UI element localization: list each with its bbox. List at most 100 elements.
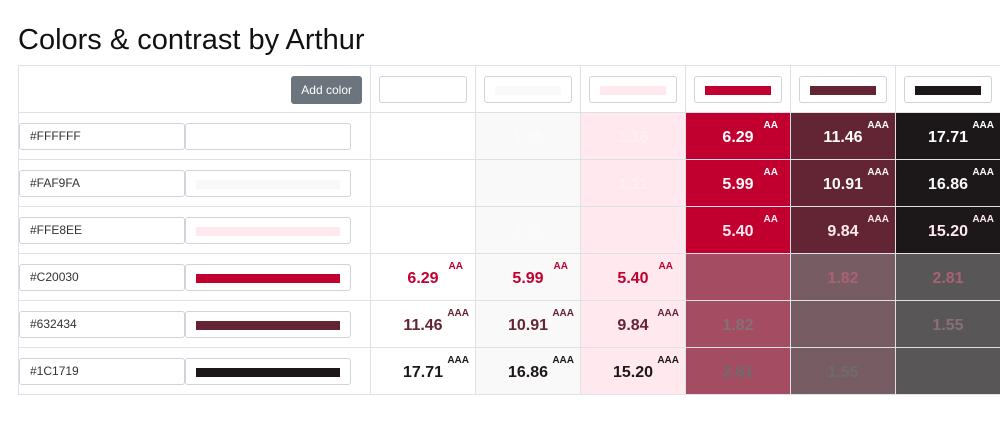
- contrast-ratio: 1.82: [827, 270, 859, 287]
- contrast-cell: 15.20 AAA: [895, 206, 1000, 254]
- contrast-ratio: 6.29: [407, 270, 439, 287]
- contrast-ratio: 5.99: [512, 270, 544, 287]
- row-header: [18, 347, 371, 395]
- column-header-ffe8ee: [580, 65, 686, 113]
- contrast-cell: 15.20 AAA: [580, 347, 686, 395]
- contrast-cell: 1.16: [580, 112, 686, 160]
- wcag-badge: AA: [448, 261, 463, 272]
- column-header-c20030: [685, 65, 791, 113]
- column-header-1c1719: [895, 65, 1000, 113]
- contrast-cell: 1.55: [895, 300, 1000, 348]
- column-swatch-picker[interactable]: [904, 75, 992, 103]
- row-header: [18, 159, 371, 207]
- column-swatch-picker[interactable]: [379, 75, 467, 103]
- contrast-ratio: 6.29: [722, 129, 754, 146]
- contrast-cell: [370, 112, 476, 160]
- wcag-badge: AA: [553, 261, 568, 272]
- row-swatch-picker[interactable]: [185, 122, 351, 150]
- contrast-cell: 9.84 AAA: [790, 206, 896, 254]
- row-swatch-picker[interactable]: [185, 169, 351, 197]
- row-swatch-picker[interactable]: [185, 357, 351, 385]
- row-swatch-picker[interactable]: [185, 263, 351, 291]
- wcag-badge: AAA: [972, 120, 994, 131]
- hex-input[interactable]: [19, 122, 185, 150]
- hex-input[interactable]: [19, 310, 185, 338]
- corner-cell: Add color: [18, 65, 371, 113]
- color-swatch: [196, 320, 340, 330]
- add-color-button[interactable]: Add color: [291, 76, 362, 104]
- row-swatch-picker[interactable]: [185, 310, 351, 338]
- contrast-ratio: 11.46: [823, 129, 863, 146]
- wcag-badge: AAA: [552, 355, 574, 366]
- row-header: [18, 300, 371, 348]
- contrast-ratio: 2.81: [932, 270, 964, 287]
- contrast-cell: 2.81: [685, 347, 791, 395]
- contrast-ratio: 9.84: [617, 317, 649, 334]
- wcag-badge: AAA: [657, 355, 679, 366]
- wcag-badge: AAA: [447, 355, 469, 366]
- contrast-cell: 1.82: [790, 253, 896, 301]
- color-swatch: [495, 85, 561, 95]
- contrast-cell: 5.40 AA: [580, 253, 686, 301]
- wcag-badge: AAA: [867, 214, 889, 225]
- row-header: [18, 253, 371, 301]
- column-header-faf9fa: [475, 65, 581, 113]
- contrast-cell: 17.71 AAA: [370, 347, 476, 395]
- contrast-cell: [895, 347, 1000, 395]
- contrast-ratio: 5.99: [722, 176, 754, 193]
- color-swatch: [196, 132, 340, 142]
- column-swatch-picker[interactable]: [694, 75, 782, 103]
- color-row: 6.29 AA 5.99 AA 5.40 AA 1.82 2.81: [18, 253, 1000, 301]
- contrast-cell: 1.55: [790, 347, 896, 395]
- contrast-cell: [685, 253, 791, 301]
- contrast-ratio: 2.81: [722, 364, 754, 381]
- wcag-badge: AAA: [657, 308, 679, 319]
- color-swatch: [915, 85, 981, 95]
- color-swatch: [196, 367, 340, 377]
- contrast-cell: [790, 300, 896, 348]
- row-header: [18, 112, 371, 160]
- contrast-cell: 5.99 AA: [475, 253, 581, 301]
- column-swatch-picker[interactable]: [799, 75, 887, 103]
- column-swatch-picker[interactable]: [589, 75, 677, 103]
- contrast-ratio: 1.05: [407, 176, 439, 193]
- contrast-ratio: 5.40: [722, 223, 754, 240]
- contrast-cell: 1.05: [370, 159, 476, 207]
- header-row: Add color: [18, 65, 1000, 113]
- color-swatch: [390, 85, 456, 95]
- color-swatch: [600, 85, 666, 95]
- contrast-ratio: 1.05: [512, 129, 544, 146]
- contrast-ratio: 10.91: [822, 176, 864, 193]
- contrast-cell: 2.81: [895, 253, 1000, 301]
- color-swatch: [705, 85, 771, 95]
- contrast-cell: 6.29 AA: [370, 253, 476, 301]
- hex-input[interactable]: [19, 216, 185, 244]
- contrast-cell: 10.91 AAA: [475, 300, 581, 348]
- wcag-badge: AAA: [972, 214, 994, 225]
- contrast-ratio: 1.16: [407, 223, 439, 240]
- contrast-ratio: 1.55: [827, 364, 859, 381]
- color-swatch: [196, 179, 340, 189]
- contrast-cell: [580, 206, 686, 254]
- contrast-cell: 10.91 AAA: [790, 159, 896, 207]
- row-swatch-picker[interactable]: [185, 216, 351, 244]
- contrast-ratio: 15.20: [612, 364, 654, 381]
- contrast-ratio: 17.71: [927, 129, 969, 146]
- wcag-badge: AA: [763, 120, 778, 131]
- contrast-cell: 16.86 AAA: [895, 159, 1000, 207]
- hex-input[interactable]: [19, 169, 185, 197]
- contrast-cell: 5.99 AA: [685, 159, 791, 207]
- contrast-cell: 1.05: [475, 112, 581, 160]
- wcag-badge: AAA: [867, 120, 889, 131]
- wcag-badge: AAA: [972, 167, 994, 178]
- wcag-badge: AA: [658, 261, 673, 272]
- contrast-ratio: 1.16: [617, 129, 649, 146]
- column-swatch-picker[interactable]: [484, 75, 572, 103]
- contrast-ratio: 16.86: [507, 364, 549, 381]
- contrast-ratio: 10.91: [507, 317, 549, 334]
- hex-input[interactable]: [19, 357, 185, 385]
- hex-input[interactable]: [19, 263, 185, 291]
